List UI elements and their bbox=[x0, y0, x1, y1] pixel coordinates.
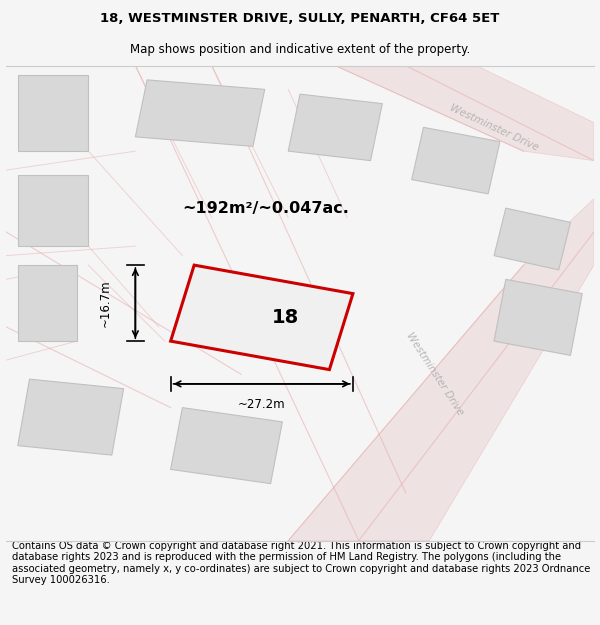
Polygon shape bbox=[170, 265, 353, 369]
Polygon shape bbox=[288, 199, 594, 541]
Polygon shape bbox=[335, 66, 594, 161]
Text: Map shows position and indicative extent of the property.: Map shows position and indicative extent… bbox=[130, 42, 470, 56]
Text: Contains OS data © Crown copyright and database right 2021. This information is : Contains OS data © Crown copyright and d… bbox=[12, 541, 590, 586]
Polygon shape bbox=[412, 127, 500, 194]
Polygon shape bbox=[18, 75, 88, 151]
Polygon shape bbox=[136, 80, 265, 146]
Text: ~16.7m: ~16.7m bbox=[99, 279, 112, 327]
Polygon shape bbox=[494, 208, 571, 270]
Polygon shape bbox=[494, 279, 582, 356]
Polygon shape bbox=[18, 175, 88, 246]
Polygon shape bbox=[288, 94, 382, 161]
Text: ~192m²/~0.047ac.: ~192m²/~0.047ac. bbox=[182, 201, 349, 216]
Polygon shape bbox=[18, 265, 77, 341]
Text: 18: 18 bbox=[272, 308, 299, 327]
Text: ~27.2m: ~27.2m bbox=[238, 398, 286, 411]
Text: Westminster Drive: Westminster Drive bbox=[448, 102, 540, 152]
Polygon shape bbox=[170, 408, 283, 484]
Polygon shape bbox=[18, 379, 124, 455]
Text: Westminster Drive: Westminster Drive bbox=[404, 331, 466, 418]
Text: 18, WESTMINSTER DRIVE, SULLY, PENARTH, CF64 5ET: 18, WESTMINSTER DRIVE, SULLY, PENARTH, C… bbox=[100, 12, 500, 25]
